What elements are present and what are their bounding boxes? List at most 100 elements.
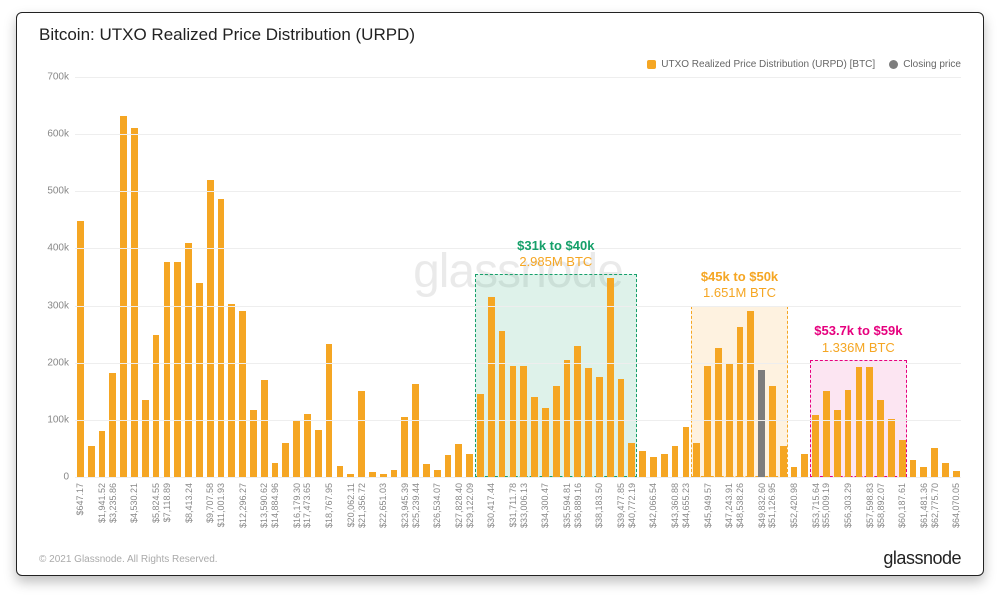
bar-slot xyxy=(897,77,908,477)
x-label-slot: $17,473.65 xyxy=(302,481,313,551)
bar-slot xyxy=(799,77,810,477)
x-label-slot: $21,356.72 xyxy=(356,481,367,551)
bar xyxy=(412,384,419,477)
x-tick-label: $36,889.16 xyxy=(573,483,583,528)
x-tick-label: $58,892.07 xyxy=(876,483,886,528)
bar-slot xyxy=(172,77,183,477)
bars-container xyxy=(75,77,961,477)
x-label-slot: $60,187.61 xyxy=(897,481,908,551)
chart-area: glassnode 0100k200k300k400k500k600k700k$… xyxy=(75,77,961,477)
bar-slot xyxy=(529,77,540,477)
x-tick-label: $44,655.23 xyxy=(681,483,691,528)
bar-slot xyxy=(378,77,389,477)
bar xyxy=(650,457,657,477)
bar-slot xyxy=(745,77,756,477)
bar xyxy=(596,377,603,477)
x-label-slot: $34,300.47 xyxy=(540,481,551,551)
x-tick-label: $8,413.24 xyxy=(184,483,194,523)
bar xyxy=(866,367,873,477)
x-label-slot: $44,655.23 xyxy=(681,481,692,551)
x-label-slot xyxy=(778,481,789,551)
x-label-slot: $48,538.26 xyxy=(735,481,746,551)
x-tick-label: $11,001.93 xyxy=(216,483,226,527)
bar xyxy=(683,427,690,477)
bar xyxy=(661,454,668,477)
bar xyxy=(337,466,344,477)
x-tick-label: $52,420.98 xyxy=(789,483,799,528)
bar xyxy=(293,420,300,477)
bar-slot xyxy=(886,77,897,477)
bar-slot xyxy=(832,77,843,477)
bar-slot xyxy=(583,77,594,477)
bar-slot xyxy=(659,77,670,477)
x-label-slot: $16,179.30 xyxy=(291,481,302,551)
bar-slot xyxy=(313,77,324,477)
bar-slot xyxy=(205,77,216,477)
bar-slot xyxy=(648,77,659,477)
x-tick-label: $51,126.95 xyxy=(767,483,777,528)
bar-slot xyxy=(97,77,108,477)
y-tick-label: 0 xyxy=(63,472,69,483)
x-tick-label: $30,417.44 xyxy=(486,483,496,528)
bar-slot xyxy=(670,77,681,477)
x-label-slot xyxy=(313,481,324,551)
copyright: © 2021 Glassnode. All Rights Reserved. xyxy=(39,554,218,565)
bar xyxy=(401,417,408,477)
bar xyxy=(239,311,246,477)
bar xyxy=(715,348,722,477)
gridline xyxy=(75,477,961,478)
x-label-slot: $23,945.39 xyxy=(399,481,410,551)
x-label-slot: $5,824.55 xyxy=(151,481,162,551)
x-label-slot xyxy=(140,481,151,551)
bar xyxy=(531,397,538,477)
x-tick-label: $42,066.54 xyxy=(648,483,658,528)
bar xyxy=(618,379,625,477)
legend-swatch-urpd xyxy=(647,60,656,69)
bar-slot xyxy=(248,77,259,477)
bar-slot xyxy=(335,77,346,477)
bar xyxy=(585,368,592,477)
x-tick-label: $22,651.03 xyxy=(378,483,388,528)
bar-slot xyxy=(821,77,832,477)
x-label-slot xyxy=(886,481,897,551)
x-tick-label: $21,356.72 xyxy=(357,483,367,528)
x-label-slot xyxy=(745,481,756,551)
x-label-slot: $43,360.88 xyxy=(670,481,681,551)
x-tick-label: $35,594.81 xyxy=(562,483,572,528)
bar xyxy=(477,394,484,477)
x-label-slot: $33,006.13 xyxy=(518,481,529,551)
x-label-slot xyxy=(637,481,648,551)
x-label-slot: $49,832.60 xyxy=(756,481,767,551)
bar-slot xyxy=(681,77,692,477)
bar-slot xyxy=(810,77,821,477)
bar-slot xyxy=(453,77,464,477)
legend: UTXO Realized Price Distribution (URPD) … xyxy=(647,59,961,70)
x-tick-label: $16,179.30 xyxy=(292,483,302,528)
x-label-slot: $25,239.44 xyxy=(410,481,421,551)
bar-slot xyxy=(594,77,605,477)
bar xyxy=(769,386,776,477)
x-label-slot: $9,707.58 xyxy=(205,481,216,551)
bar-slot xyxy=(75,77,86,477)
bar xyxy=(499,331,506,477)
bar-slot xyxy=(302,77,313,477)
brand-logo: glassnode xyxy=(883,548,961,569)
x-tick-label: $53,715.64 xyxy=(811,483,821,528)
x-tick-label: $55,009.19 xyxy=(821,483,831,528)
bar-slot xyxy=(518,77,529,477)
x-label-slot: $27,828.40 xyxy=(453,481,464,551)
bar-slot xyxy=(497,77,508,477)
bar-slot xyxy=(551,77,562,477)
y-tick-label: 100k xyxy=(47,414,69,425)
x-tick-label: $31,711.78 xyxy=(508,483,518,527)
bar-slot xyxy=(140,77,151,477)
legend-label-urpd: UTXO Realized Price Distribution (URPD) … xyxy=(661,59,875,70)
x-label-slot: $47,243.91 xyxy=(724,481,735,551)
bar-slot xyxy=(929,77,940,477)
x-label-slot: $11,001.93 xyxy=(216,481,227,551)
bar-slot xyxy=(854,77,865,477)
bar-slot xyxy=(162,77,173,477)
bar-slot xyxy=(226,77,237,477)
bar-slot xyxy=(237,77,248,477)
gridline xyxy=(75,248,961,249)
